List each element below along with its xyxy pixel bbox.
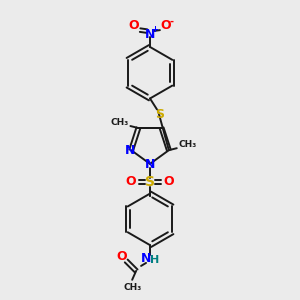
Text: O: O: [129, 19, 140, 32]
Text: S: S: [155, 108, 164, 121]
Text: +: +: [152, 25, 158, 34]
Text: O: O: [160, 19, 171, 32]
Text: O: O: [164, 175, 174, 188]
Text: CH₃: CH₃: [110, 118, 129, 127]
Text: -: -: [170, 17, 174, 27]
Text: N: N: [145, 28, 155, 40]
Text: N: N: [125, 144, 135, 157]
Text: N: N: [141, 253, 151, 266]
Text: S: S: [145, 175, 155, 189]
Text: O: O: [116, 250, 127, 263]
Text: N: N: [145, 158, 155, 171]
Text: CH₃: CH₃: [123, 283, 141, 292]
Text: O: O: [126, 175, 136, 188]
Text: H: H: [150, 255, 160, 265]
Text: CH₃: CH₃: [178, 140, 197, 149]
